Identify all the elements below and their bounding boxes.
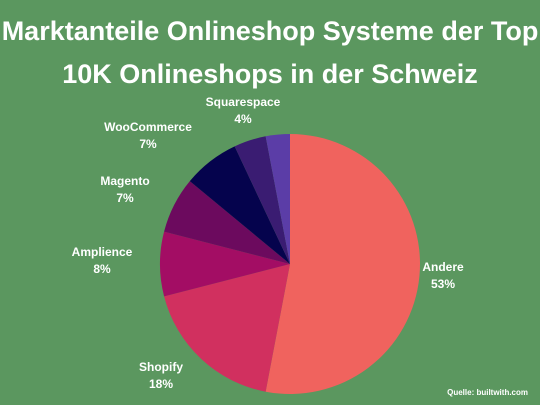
slice-label-woocommerce: WooCommerce bbox=[104, 120, 192, 134]
slice-woocommerce bbox=[189, 146, 290, 264]
slice-value-shopify: 18% bbox=[149, 377, 173, 391]
slice-label-squarespace: Squarespace bbox=[206, 95, 281, 109]
slice-value-magento: 7% bbox=[116, 191, 134, 205]
source-note: Quelle: builtwith.com bbox=[447, 388, 528, 397]
pie-slices bbox=[160, 134, 420, 394]
slice-magento bbox=[164, 181, 290, 264]
chart-title-line-1: Marktanteile Onlineshop Systeme der Top bbox=[2, 16, 539, 46]
slice-labels: Andere 53% Shopify 18% Amplience 8% Magento 7% W… bbox=[72, 95, 464, 391]
slice-unlabeled-6 bbox=[265, 134, 290, 264]
slice-andere bbox=[265, 134, 420, 394]
slice-shopify bbox=[164, 264, 290, 392]
slice-label-shopify: Shopify bbox=[139, 360, 183, 374]
slice-value-andere: 53% bbox=[431, 277, 455, 291]
slice-value-squarespace: 4% bbox=[234, 112, 252, 126]
slice-label-magento: Magento bbox=[100, 174, 149, 188]
slice-squarespace bbox=[234, 136, 290, 264]
slice-amplience bbox=[160, 231, 290, 297]
slice-value-woocommerce: 7% bbox=[139, 137, 157, 151]
chart-title-line-2: 10K Onlineshops in der Schweiz bbox=[62, 59, 478, 89]
slice-value-amplience: 8% bbox=[93, 262, 111, 276]
slice-label-andere: Andere bbox=[422, 260, 464, 274]
slice-label-amplience: Amplience bbox=[72, 245, 133, 259]
